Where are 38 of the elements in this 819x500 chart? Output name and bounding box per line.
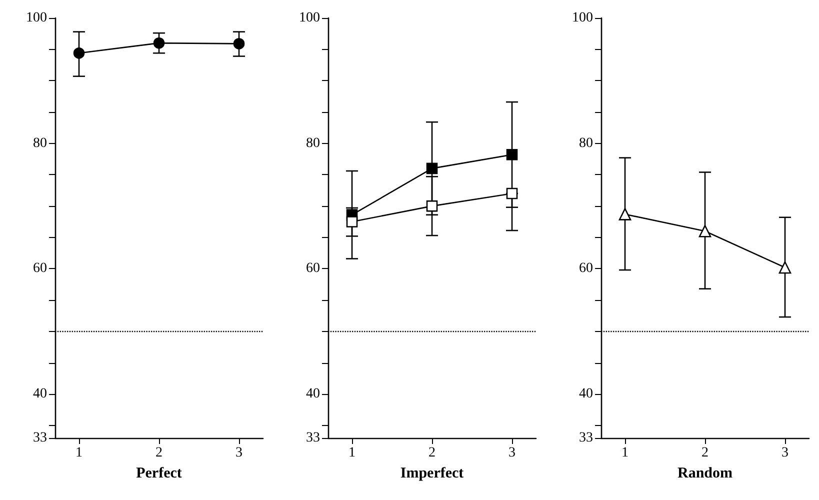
y-tick-label: 80	[306, 136, 320, 151]
y-tick-label: 60	[33, 261, 47, 276]
point	[778, 261, 792, 274]
point	[426, 162, 438, 174]
y-tick-label: 40	[579, 386, 593, 402]
y-tick-label: 60	[306, 261, 320, 276]
y-tick-label: 100	[572, 10, 593, 26]
y-tick-label: 40	[33, 386, 47, 402]
point	[426, 200, 438, 212]
y-tick-label: 40	[306, 386, 320, 402]
x-tick-label: 1	[348, 446, 356, 460]
y-tick-label: 80	[33, 136, 47, 151]
x-tick-label: 1	[76, 446, 82, 460]
point	[73, 47, 85, 59]
point	[698, 224, 712, 238]
x-tick-label: 2	[428, 446, 436, 460]
x-tick-label: 2	[702, 446, 708, 460]
y-tick-label: 33	[33, 430, 47, 446]
point	[618, 208, 632, 220]
point	[506, 188, 518, 200]
point	[153, 37, 165, 49]
y-tick-label: 100	[299, 10, 320, 26]
point	[346, 216, 358, 228]
y-tick-label: 33	[579, 430, 593, 446]
x-axis-title: Random	[677, 466, 734, 482]
x-tick-label: 3	[782, 446, 788, 460]
y-tick-label: 80	[579, 136, 593, 151]
x-tick-label: 3	[508, 446, 516, 460]
x-axis-title: Imperfect	[400, 466, 464, 482]
x-tick-label: 1	[622, 446, 628, 460]
x-axis-title: Perfect	[136, 466, 182, 482]
y-tick-label: 100	[26, 10, 47, 26]
x-tick-label: 3	[236, 446, 242, 460]
point	[233, 38, 245, 50]
x-tick-label: 2	[156, 446, 162, 460]
y-tick-label: 33	[306, 430, 320, 446]
point	[506, 149, 518, 160]
y-tick-label: 60	[579, 261, 593, 276]
